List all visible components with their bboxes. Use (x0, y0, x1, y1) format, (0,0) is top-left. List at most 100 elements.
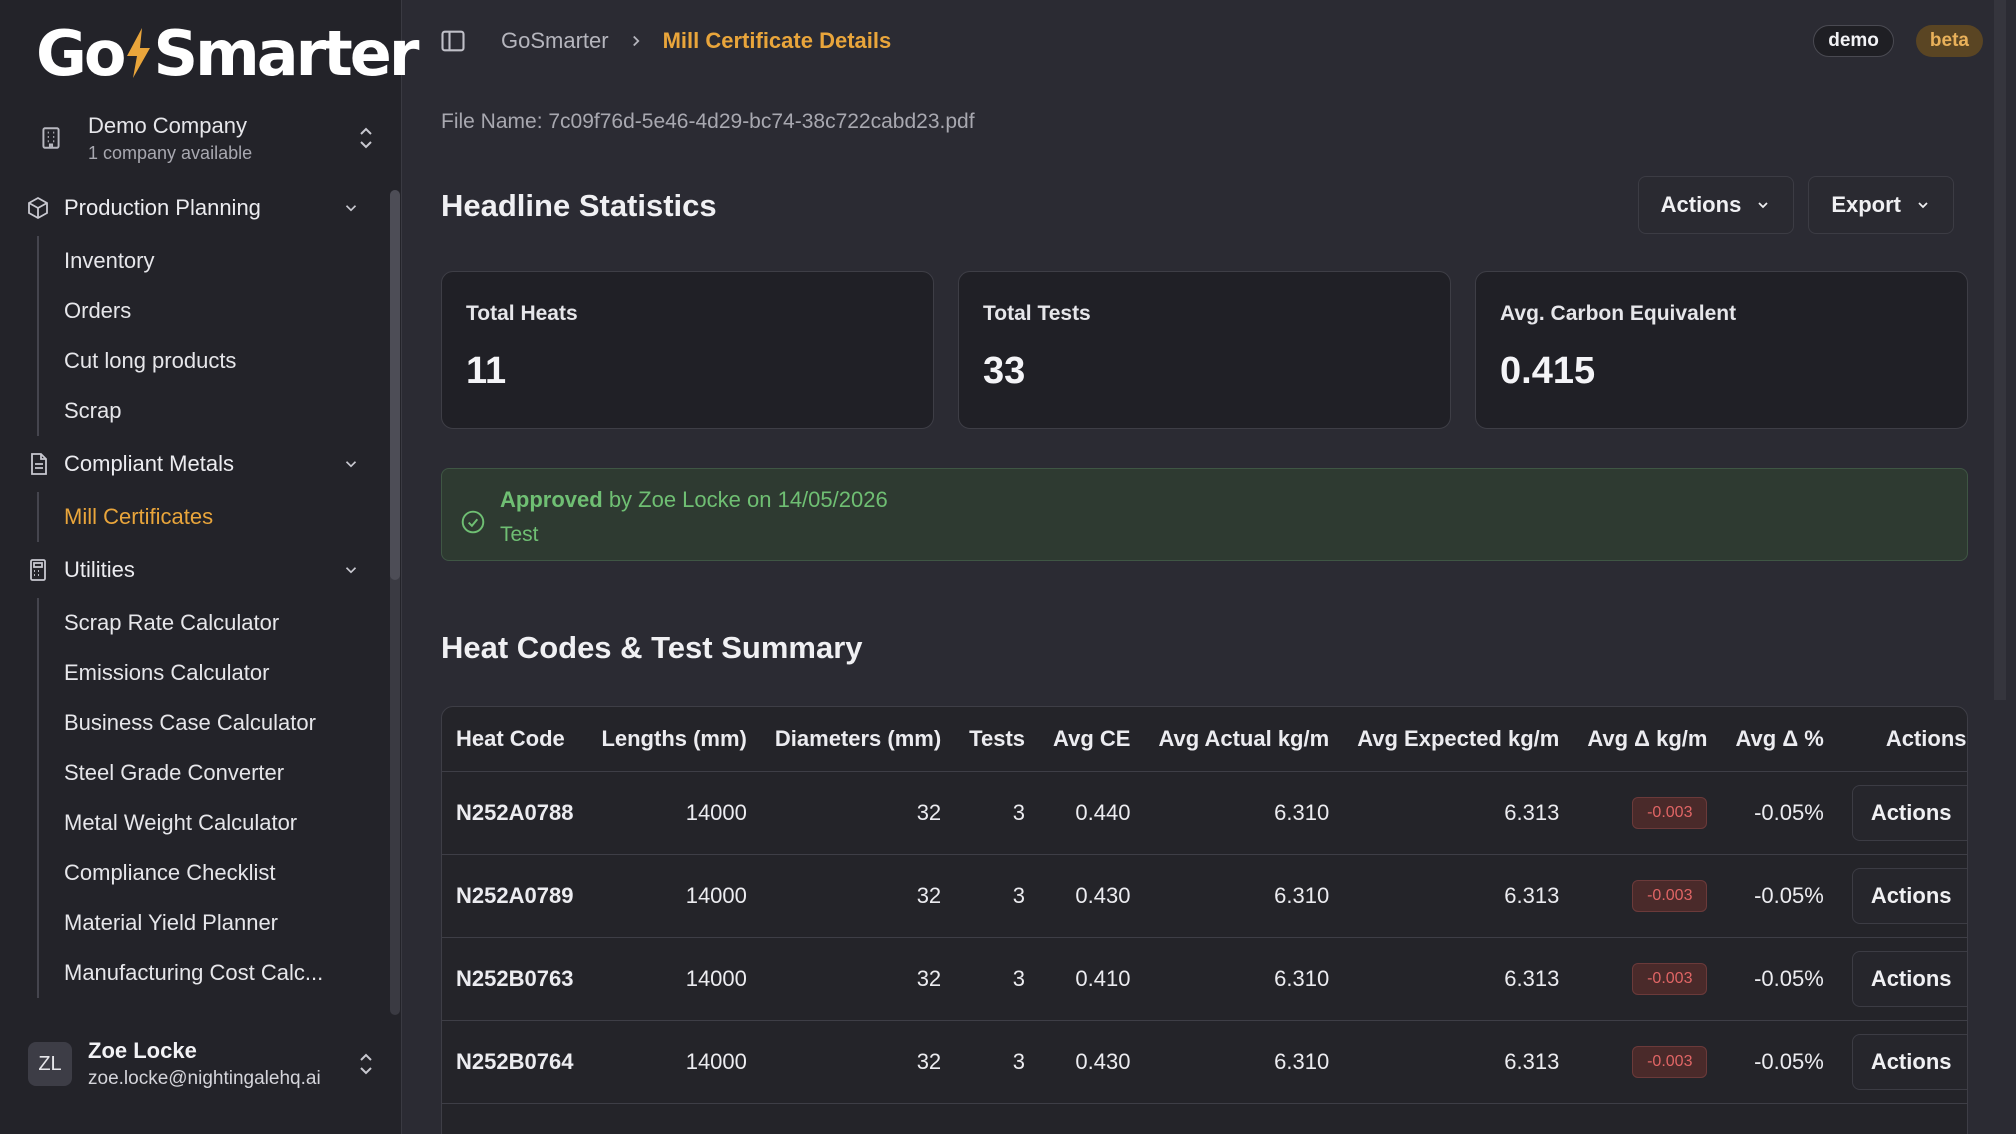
sidebar-item-steel-grade-converter[interactable]: Steel Grade Converter (64, 760, 285, 785)
column-header-tests[interactable]: Tests (955, 707, 1040, 772)
sidebar-item-emissions-calculator[interactable]: Emissions Calculator (64, 660, 270, 685)
page-scrollbar[interactable] (1994, 0, 2006, 700)
chevron-down-icon (1966, 888, 1969, 904)
export-dropdown-button[interactable]: Export (1808, 176, 1954, 234)
chevron-down-icon (1966, 971, 1969, 987)
table-row: N252B0763 14000 32 3 0.410 6.310 6.313 -… (442, 937, 1969, 1021)
cell-avg-ce: 0.430 (1039, 1020, 1145, 1104)
delta-badge: -0.003 (1632, 879, 1708, 912)
cell-avg-ce: 0.440 (1039, 771, 1145, 855)
row-actions-button[interactable]: Actions (1851, 950, 1969, 1007)
approval-status-line: Approved by Zoe Locke on 14/05/2026 (500, 487, 888, 513)
cell-avg-expected: 6.313 (1343, 1020, 1574, 1104)
actions-dropdown-button[interactable]: Actions (1637, 176, 1795, 234)
chevron-down-icon (345, 205, 357, 212)
company-switcher[interactable]: Demo Company 1 company available (28, 108, 378, 168)
nav-group-label: Production Planning (64, 195, 261, 220)
sidebar-item-orders[interactable]: Orders (64, 298, 132, 323)
sidebar-item-compliance-checklist[interactable]: Compliance Checklist (64, 860, 276, 885)
sidebar-toggle-icon[interactable] (439, 27, 467, 55)
column-header-lengths[interactable]: Lengths (mm) (587, 707, 761, 772)
cell-diameters: 32 (760, 771, 956, 855)
sidebar-scrollbar-thumb[interactable] (390, 190, 400, 580)
column-header-avg-delta[interactable]: Avg Δ kg/m (1573, 707, 1722, 772)
sidebar-item-cut-long-products[interactable]: Cut long products (64, 348, 237, 373)
nav-group-label: Compliant Metals (64, 451, 234, 476)
cell-avg-actual: 6.310 (1144, 937, 1344, 1021)
sidebar-item-metal-weight-calculator[interactable]: Metal Weight Calculator (64, 810, 298, 835)
column-header-heat-code[interactable]: Heat Code (442, 707, 588, 772)
column-header-avg-delta-pct[interactable]: Avg Δ % (1721, 707, 1838, 772)
breadcrumb-root[interactable]: GoSmarter (501, 28, 609, 53)
cell-lengths: 14000 (587, 771, 761, 855)
sidebar-item-mill-certificates[interactable]: Mill Certificates (64, 504, 214, 529)
delta-badge: -0.003 (1632, 796, 1708, 829)
chevrons-up-down-icon (360, 127, 372, 149)
cell-avg-actual: 6.310 (1144, 771, 1344, 855)
nav-group-compliant-metals[interactable]: Compliant Metals (0, 442, 390, 486)
cell-avg-expected: 6.313 (1343, 854, 1574, 938)
heat-codes-table: Heat Code Lengths (mm) Diameters (mm) Te… (441, 706, 1968, 1134)
column-header-avg-actual[interactable]: Avg Actual kg/m (1144, 707, 1344, 772)
nav-group-utilities[interactable]: Utilities (0, 548, 390, 592)
sidebar-item-scrap-rate-calculator[interactable]: Scrap Rate Calculator (64, 610, 280, 635)
cell-heat-code: N252A0789 (442, 854, 588, 938)
cell-diameters: 32 (760, 854, 956, 938)
demo-badge: demo (1813, 25, 1894, 57)
box-icon (28, 196, 48, 220)
nav-group-production-planning[interactable]: Production Planning (0, 186, 390, 230)
chevron-down-icon (345, 461, 357, 468)
cell-diameters: 32 (760, 1020, 956, 1104)
row-actions-button[interactable]: Actions (1851, 867, 1969, 924)
user-email: zoe.locke@nightingalehq.ai (88, 1068, 321, 1089)
cell-actions: Actions (1837, 1020, 1967, 1104)
cell-avg-ce: 0.430 (1039, 854, 1145, 938)
chevron-down-icon (345, 567, 357, 574)
cell-tests: 3 (955, 937, 1040, 1021)
cell-lengths: 14000 (587, 937, 761, 1021)
breadcrumb-current: Mill Certificate Details (662, 28, 892, 53)
table-row: N252A0788 14000 32 3 0.440 6.310 6.313 -… (442, 771, 1967, 855)
cell-avg-delta: -0.003 (1573, 1020, 1722, 1104)
stat-card-avg-carbon-equivalent: Avg. Carbon Equivalent 0.415 (1475, 271, 1968, 429)
user-name: Zoe Locke (88, 1038, 197, 1063)
cell-tests: 3 (955, 1020, 1040, 1104)
user-menu[interactable]: ZL Zoe Locke zoe.locke@nightingalehq.ai (28, 1034, 378, 1094)
building-icon (42, 127, 60, 149)
sidebar-item-business-case-calculator[interactable]: Business Case Calculator (64, 710, 316, 735)
sidebar-item-material-yield-planner[interactable]: Material Yield Planner (64, 910, 279, 935)
cell-actions: Actions (1837, 771, 1967, 855)
row-actions-label: Actions (1870, 965, 1952, 991)
stat-value: 11 (466, 350, 507, 392)
company-subtitle: 1 company available (88, 142, 253, 163)
approval-note: Test (500, 523, 539, 546)
column-header-avg-ce[interactable]: Avg CE (1039, 707, 1145, 772)
stat-value: 33 (983, 350, 1026, 392)
cell-actions: Actions (1837, 854, 1969, 938)
check-circle-icon (461, 510, 485, 534)
cell-actions: Actions (1837, 937, 1969, 1021)
stat-label: Total Tests (983, 302, 1091, 325)
heat-codes-summary-title: Heat Codes & Test Summary (441, 630, 863, 665)
table-header-row: Heat Code Lengths (mm) Diameters (mm) Te… (442, 707, 1967, 772)
sidebar-item-inventory[interactable]: Inventory (64, 248, 155, 273)
cell-tests: 3 (955, 771, 1040, 855)
sidebar-item-scrap[interactable]: Scrap (64, 398, 122, 423)
cell-avg-delta: -0.003 (1573, 937, 1722, 1021)
sidebar-item-manufacturing-cost-calc[interactable]: Manufacturing Cost Calc... (64, 960, 324, 985)
table-row: N252B0764 14000 32 3 0.430 6.310 6.313 -… (442, 1020, 1967, 1104)
cell-avg-delta-pct: -0.05% (1721, 937, 1838, 1021)
cell-heat-code: N252B0763 (442, 937, 588, 1021)
row-actions-button[interactable]: Actions (1851, 784, 1967, 841)
actions-label: Actions (1660, 192, 1742, 217)
gosmarter-logo[interactable]: Go Smarter (36, 17, 419, 90)
table-row: N252A0789 14000 32 3 0.430 6.310 6.313 -… (442, 854, 1969, 938)
column-header-avg-expected[interactable]: Avg Expected kg/m (1343, 707, 1574, 772)
file-name: File Name: 7c09f76d-5e46-4d29-bc74-38c72… (441, 110, 975, 133)
column-header-diameters[interactable]: Diameters (mm) (760, 707, 956, 772)
row-actions-button[interactable]: Actions (1851, 1033, 1967, 1090)
delta-badge: -0.003 (1632, 962, 1708, 995)
cell-avg-delta: -0.003 (1573, 854, 1722, 938)
sidebar-scrollbar[interactable] (390, 190, 400, 1015)
main-content: GoSmarter Mill Certificate Details demo … (403, 0, 2006, 1134)
